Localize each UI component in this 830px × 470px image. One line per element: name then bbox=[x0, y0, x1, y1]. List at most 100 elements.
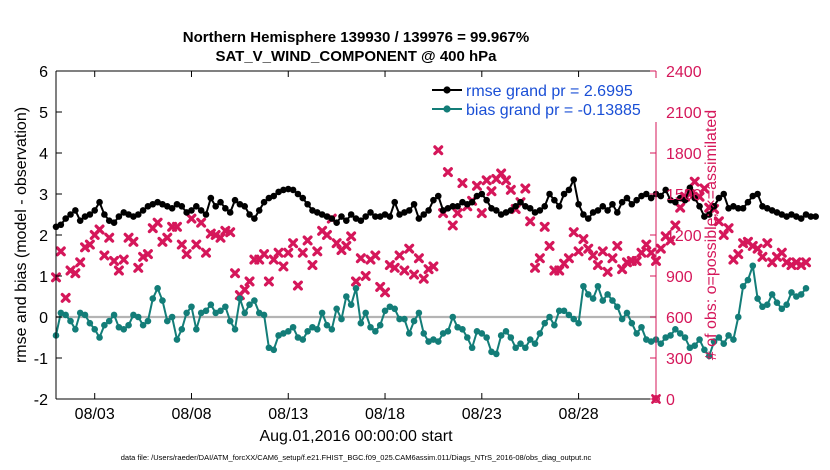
bias-point bbox=[802, 285, 810, 292]
bias-point bbox=[575, 319, 582, 327]
rmse-point bbox=[434, 192, 442, 200]
legend-box bbox=[428, 78, 662, 122]
obs-count-point bbox=[636, 247, 647, 258]
obs-count-point bbox=[501, 175, 511, 186]
bias-point bbox=[444, 328, 452, 335]
rmse-point bbox=[289, 186, 297, 194]
rmse-point bbox=[231, 196, 239, 204]
bias-point bbox=[546, 313, 553, 321]
obs-count-point bbox=[128, 236, 139, 247]
rmse-point bbox=[343, 217, 350, 224]
obs-count-point bbox=[723, 223, 734, 234]
obs-count-point bbox=[452, 208, 463, 219]
rmse-point bbox=[662, 186, 669, 194]
rmse-point bbox=[580, 211, 587, 218]
obs-count-point bbox=[563, 253, 574, 264]
rmse-point bbox=[67, 211, 74, 218]
bias-point bbox=[241, 309, 249, 317]
bias-point bbox=[313, 326, 321, 333]
obs-count-point bbox=[457, 178, 468, 189]
obs-count-point bbox=[433, 145, 444, 156]
y-left-tick-label: 6 bbox=[39, 64, 48, 81]
rmse-point bbox=[328, 215, 336, 222]
bias-point bbox=[730, 336, 737, 343]
bias-point bbox=[347, 301, 355, 309]
y-axis-left-label: rmse and bias (model - observation) bbox=[13, 107, 30, 363]
bias-point bbox=[613, 303, 621, 311]
bias-point bbox=[231, 326, 239, 333]
bias-point bbox=[328, 326, 336, 333]
obs-count-point bbox=[84, 239, 95, 250]
bias-point bbox=[449, 313, 457, 321]
y-right-tick-label: 1500 bbox=[666, 187, 702, 204]
bias-point bbox=[299, 336, 307, 343]
obs-count-point bbox=[360, 271, 371, 281]
obs-count-point bbox=[655, 243, 666, 254]
bias-point bbox=[193, 326, 200, 333]
obs-count-point bbox=[573, 246, 584, 257]
rmse-point bbox=[483, 196, 490, 204]
bias-point bbox=[483, 334, 490, 341]
bias-point bbox=[604, 291, 611, 298]
rmse-point bbox=[628, 200, 636, 208]
bias-point bbox=[188, 303, 195, 311]
rmse-point bbox=[739, 205, 747, 212]
obs-count-point bbox=[60, 292, 71, 303]
bias-point bbox=[715, 334, 723, 341]
rmse-point bbox=[546, 190, 553, 198]
obs-count-point bbox=[418, 273, 429, 284]
obs-count-point bbox=[520, 183, 531, 194]
bias-point bbox=[749, 262, 757, 270]
bias-point bbox=[788, 289, 795, 296]
bias-point bbox=[507, 334, 515, 341]
rmse-point bbox=[357, 217, 365, 224]
bias-point bbox=[396, 315, 403, 323]
obs-count-point bbox=[505, 184, 516, 195]
chart-title-line1: Northern Hemisphere 139930 / 139976 = 99… bbox=[183, 29, 529, 46]
y-left-tick-label: 2 bbox=[39, 228, 48, 245]
obs-count-point bbox=[244, 276, 255, 287]
obs-count-point bbox=[718, 230, 729, 240]
x-axis-ticks: 08/03 08/08 08/13 08/18 08/23 08/28 bbox=[75, 71, 599, 423]
rmse-point bbox=[715, 194, 723, 202]
obs-count-point bbox=[394, 250, 405, 261]
bias-point bbox=[134, 313, 142, 321]
bias-point bbox=[778, 305, 786, 313]
bias-point bbox=[270, 346, 278, 354]
rmse-point bbox=[604, 207, 611, 214]
obs-count-point bbox=[239, 284, 250, 295]
rmse-point bbox=[594, 207, 602, 214]
x-tick-label: 08/18 bbox=[365, 406, 405, 423]
obs-count-point bbox=[389, 262, 400, 273]
obs-count-point bbox=[162, 232, 173, 243]
rmse-point bbox=[478, 190, 486, 198]
obs-count-point bbox=[447, 220, 458, 231]
obs-count-point bbox=[762, 238, 773, 249]
obs-count-point bbox=[409, 269, 420, 280]
bias-point bbox=[676, 330, 684, 337]
rmse-point bbox=[207, 194, 215, 202]
obs-count-point bbox=[297, 247, 308, 258]
chart-title-line2: SAT_V_WIND_COMPONENT @ 400 hPa bbox=[215, 48, 497, 65]
bias-point bbox=[512, 344, 519, 352]
bias-point bbox=[584, 291, 592, 298]
rmse-point bbox=[222, 205, 229, 212]
bias-point bbox=[633, 330, 640, 337]
bias-point bbox=[72, 326, 79, 333]
obs-count-point bbox=[631, 255, 642, 266]
bias-point bbox=[376, 321, 384, 329]
bias-point bbox=[691, 342, 699, 350]
rmse-point bbox=[430, 196, 437, 204]
rmse-point bbox=[555, 203, 563, 210]
bias-point bbox=[381, 307, 389, 315]
bias-point bbox=[91, 326, 99, 333]
rmse-point bbox=[720, 190, 728, 198]
y-left-tick-label: -1 bbox=[34, 351, 48, 368]
bias-point bbox=[304, 328, 311, 335]
bias-point bbox=[415, 309, 423, 317]
obs-count-point bbox=[70, 268, 81, 279]
bias-point bbox=[589, 295, 597, 302]
rmse-point bbox=[246, 211, 253, 218]
x-tick-label: 08/23 bbox=[462, 406, 502, 423]
